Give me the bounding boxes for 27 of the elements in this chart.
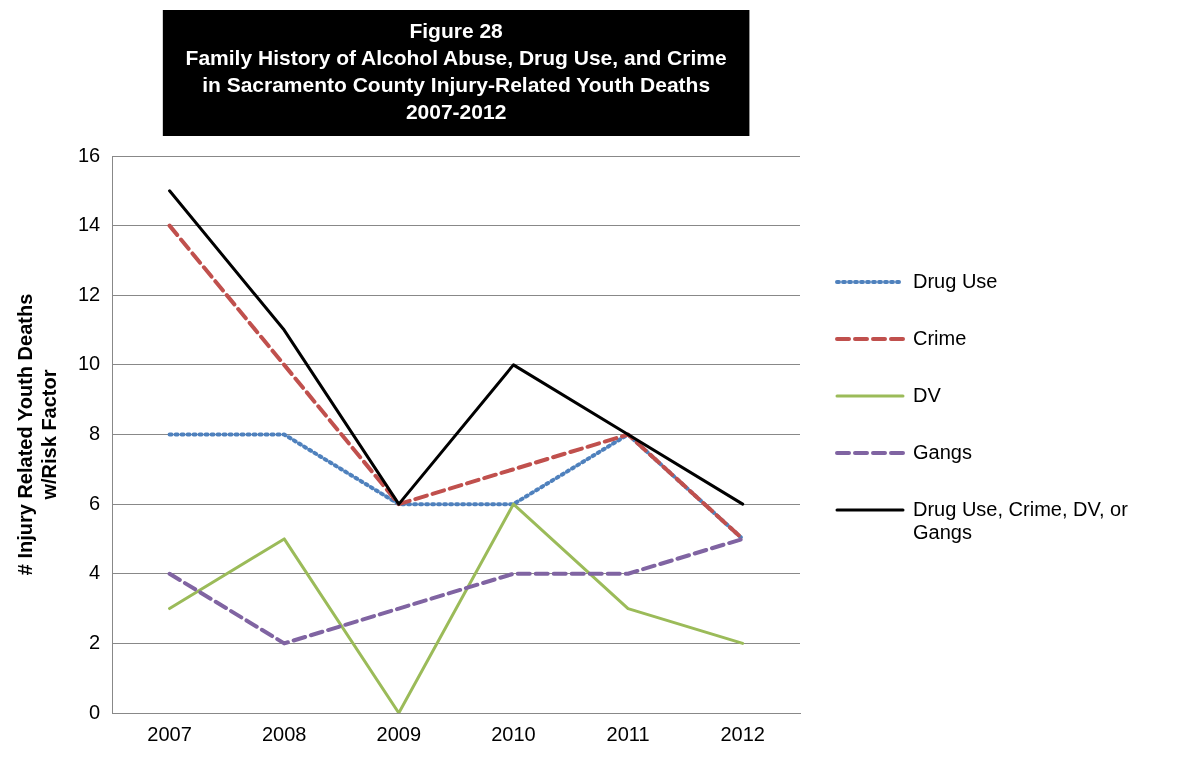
y-tick-label: 12	[78, 282, 101, 305]
legend-label: Crime	[913, 327, 967, 350]
text: Figure 28	[409, 19, 503, 43]
y-tick-label: 10	[78, 352, 101, 375]
text: Family History of Alcohol Abuse, Drug Use, and Crime	[185, 46, 727, 70]
line-series	[167, 536, 745, 646]
x-tick-label: 2011	[606, 722, 650, 745]
legend-label: Drug Use, Crime, DV, or Gangs	[913, 498, 1129, 544]
y-tick-label: 2	[89, 630, 101, 653]
text: 2007-2012	[405, 100, 507, 124]
y-tick-label: 4	[89, 561, 101, 584]
x-tick-label: 2010	[491, 722, 536, 745]
legend-label: Drug Use	[913, 270, 998, 293]
y-tick-label: 6	[89, 491, 101, 514]
text: in Sacramento County Injury-Related Youth Deaths	[202, 73, 711, 97]
text: w/Risk Factor	[37, 369, 60, 500]
x-tick-label: 2007	[147, 722, 192, 745]
legend-label: Gangs	[913, 441, 972, 464]
text: # Injury Related Youth Deaths	[13, 293, 36, 576]
x-tick-label: 2012	[720, 722, 765, 745]
x-tick-label: 2009	[376, 722, 422, 745]
y-tick-label: 8	[89, 422, 101, 445]
x-tick-label: 2008	[261, 722, 307, 745]
y-tick-label: 0	[89, 700, 101, 723]
y-tick-label: 16	[78, 143, 101, 166]
legend-label: DV	[913, 384, 941, 407]
y-tick-label: 14	[78, 213, 101, 236]
